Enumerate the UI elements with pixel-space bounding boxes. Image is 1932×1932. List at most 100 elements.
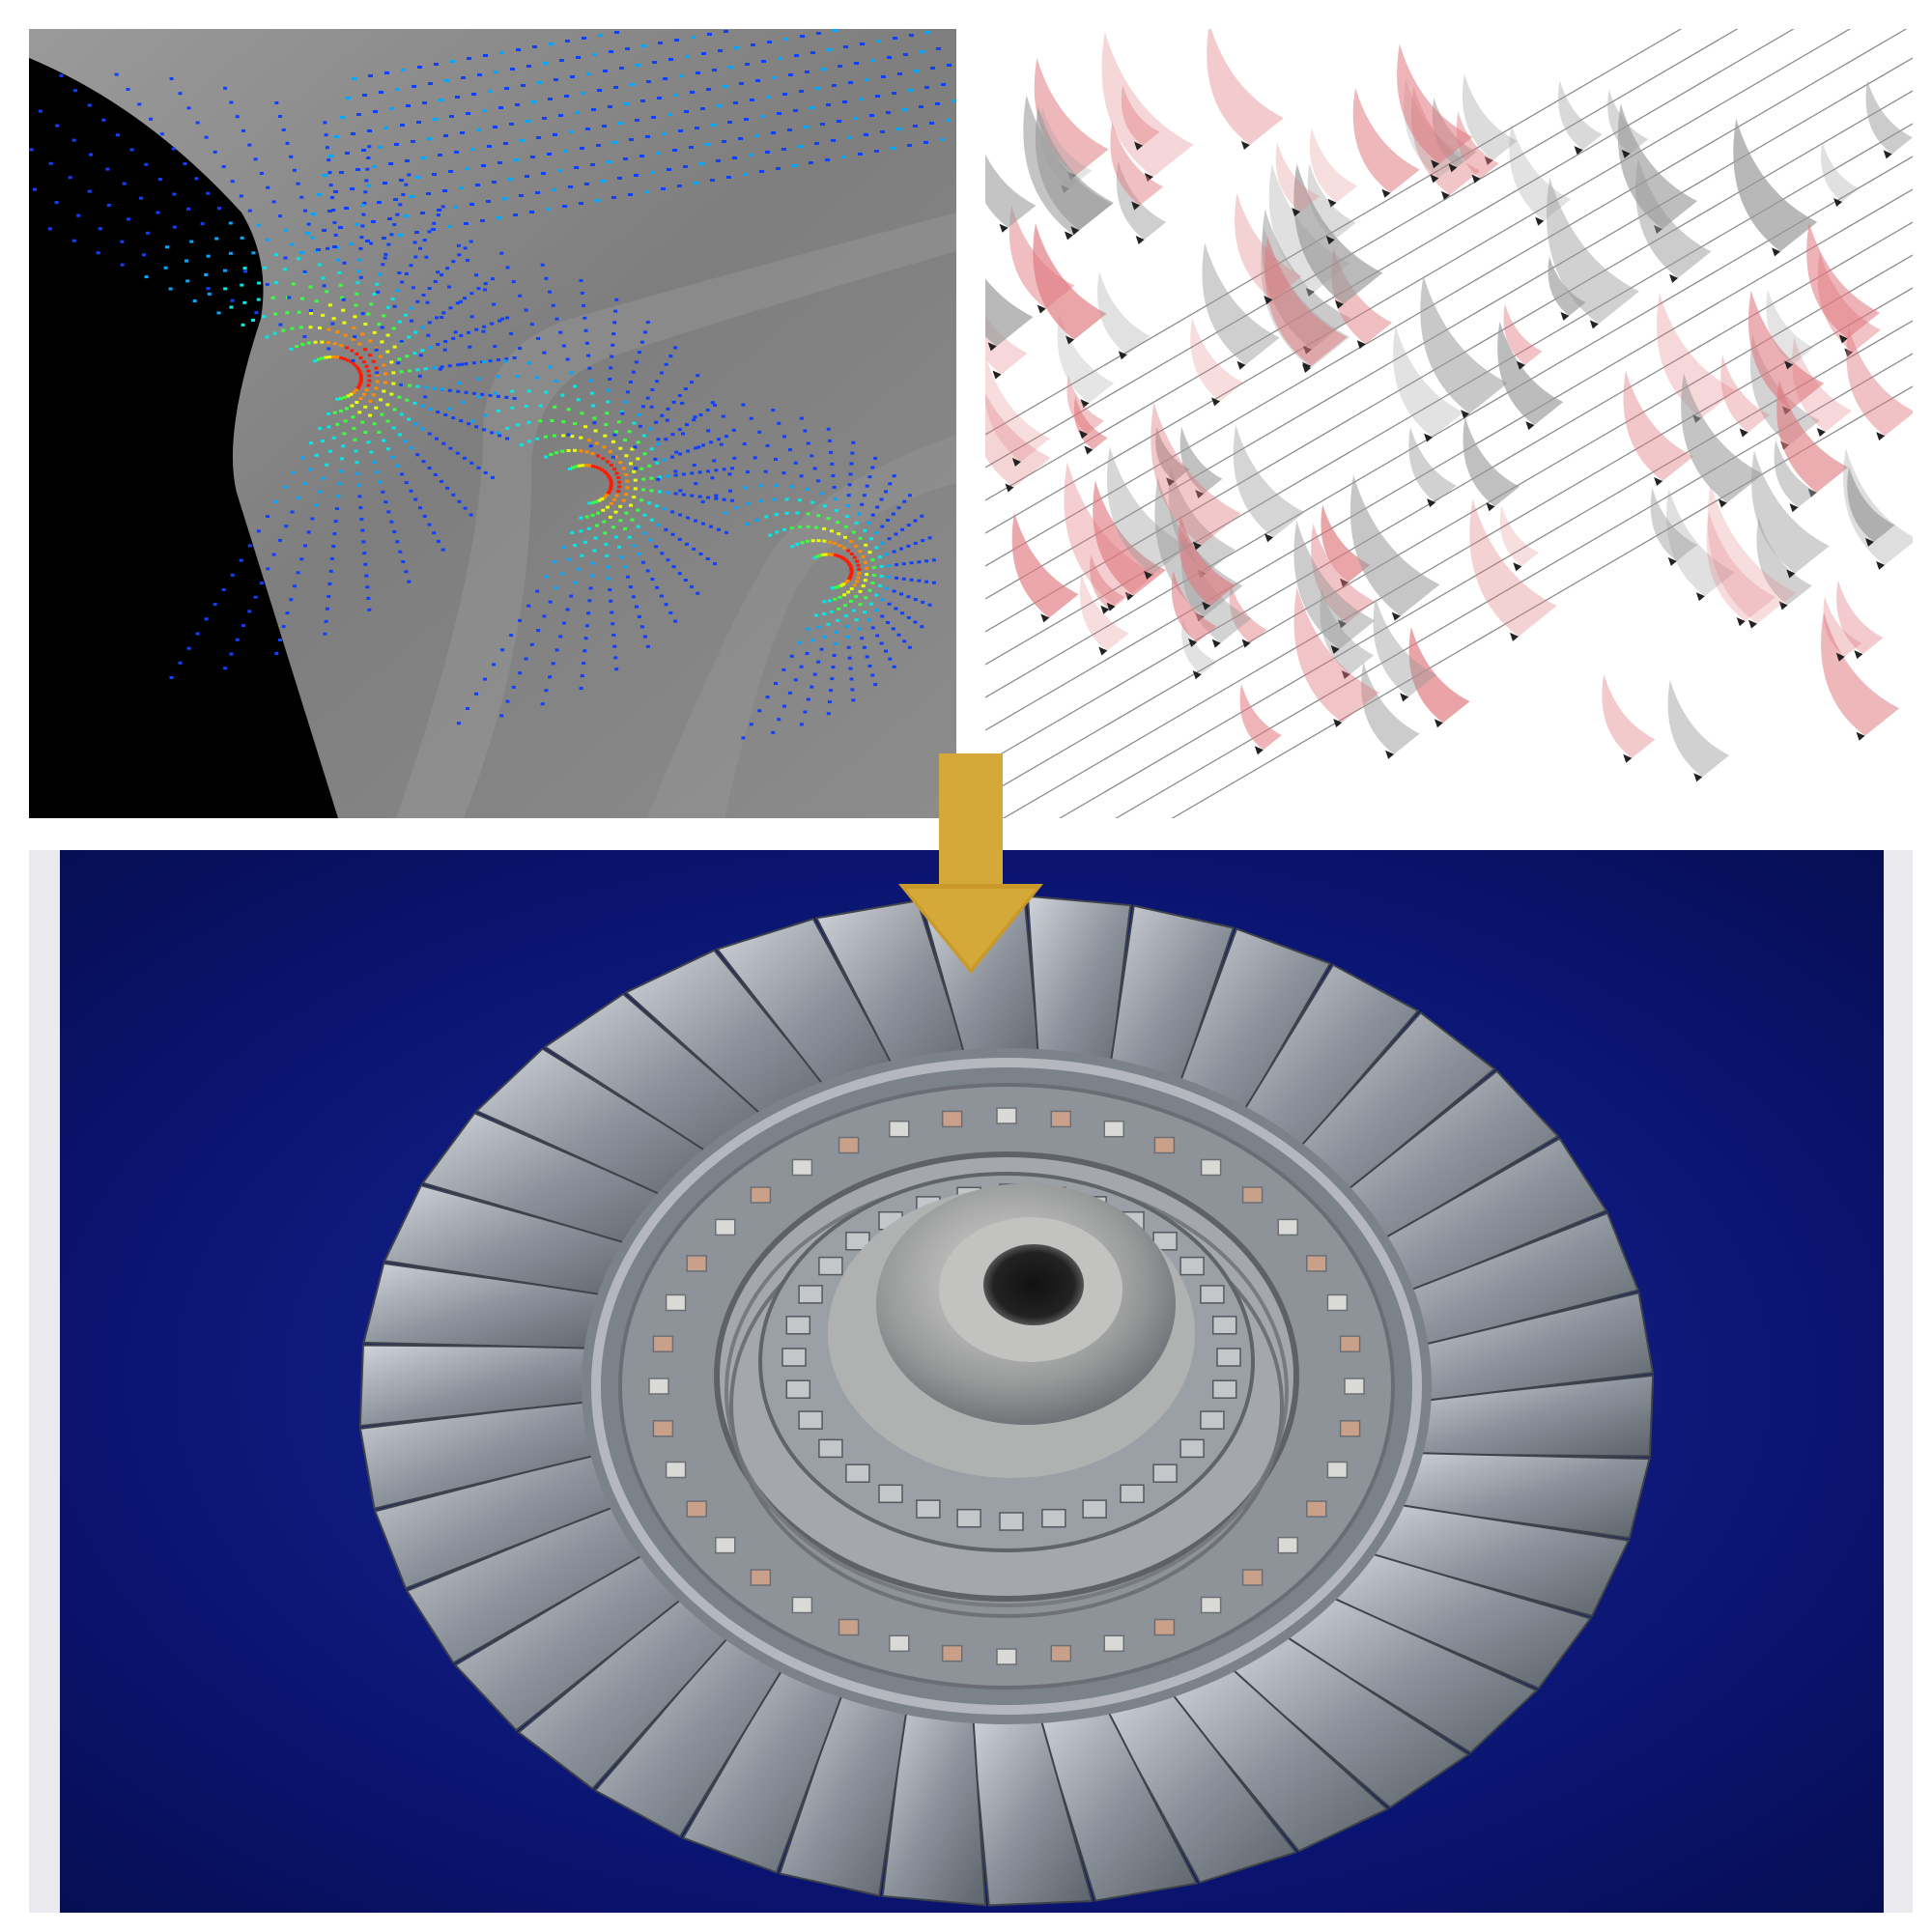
vector-arrowhead (1786, 569, 1796, 579)
vector-dot (630, 83, 635, 86)
vector-dot (674, 450, 679, 454)
vector-dot (455, 451, 460, 455)
vector-arrowhead (1334, 299, 1344, 309)
vector-dot (324, 355, 328, 359)
vector-dot (457, 253, 462, 257)
vector-dot (827, 553, 832, 556)
vector-dot (639, 340, 644, 344)
vector-dot (493, 391, 497, 395)
vector-dot (512, 356, 517, 359)
vector-dot (830, 677, 835, 681)
vector-arrowhead (1098, 646, 1108, 656)
cooling-slot (715, 1218, 736, 1236)
vector-dot (900, 611, 905, 615)
vector-dot (385, 419, 390, 423)
cfd-vector-dots (29, 29, 956, 740)
vector-dot (677, 185, 682, 187)
vector-arrowhead (1341, 669, 1350, 679)
vector-dot (826, 427, 831, 431)
vector-dot (395, 289, 400, 293)
vector-dot (345, 407, 349, 411)
vector-dot (806, 512, 810, 516)
vector-dot (503, 142, 508, 145)
vector-dot (397, 433, 402, 437)
vector-arrowhead (1037, 304, 1046, 314)
vector-ribbon (1264, 236, 1348, 366)
vector-arrowhead (1011, 457, 1021, 467)
vector-dot (400, 280, 405, 284)
vector-dot (476, 466, 481, 469)
vector-dot (372, 460, 377, 464)
vector-dot (358, 355, 363, 359)
vector-dot (586, 72, 591, 75)
vector-dot (798, 498, 803, 502)
vector-arrowhead (1574, 146, 1583, 156)
vector-dot (292, 168, 297, 172)
vector-dot (413, 330, 418, 334)
vector-dot (407, 335, 412, 339)
streamline (985, 57, 1913, 600)
cooling-slot (889, 1634, 910, 1653)
vector-dot (447, 364, 452, 368)
inner-tooth (1152, 1463, 1178, 1483)
vector-dot (690, 584, 695, 588)
vector-dot (816, 660, 821, 664)
vector-dot (920, 50, 924, 53)
cooling-slot (1200, 1596, 1222, 1614)
vector-dot (862, 645, 867, 649)
vector-dot (884, 649, 888, 653)
vector-dot (497, 434, 502, 438)
vector-dot (580, 674, 584, 678)
vector-ribbon (1293, 587, 1380, 723)
vector-dot (749, 154, 753, 156)
vector-dot (327, 341, 331, 345)
vector-dot (941, 83, 946, 86)
vector-dot (792, 164, 797, 167)
vector-dot (710, 401, 715, 405)
vector-dot (877, 555, 882, 559)
vector-dot (842, 100, 847, 103)
vector-dot (497, 319, 502, 323)
vector-dot (558, 330, 563, 334)
cooling-slot (665, 1461, 687, 1479)
cooling-slot (1153, 1136, 1176, 1154)
inner-tooth (1200, 1410, 1225, 1430)
vector-dot (217, 207, 221, 211)
vector-dot (285, 311, 290, 315)
vector-arrowhead (1525, 421, 1535, 431)
vector-dot (392, 530, 397, 533)
vector-dot (685, 55, 690, 58)
vector-dot (390, 456, 395, 459)
vector-dot (771, 730, 776, 734)
vector-dot (283, 256, 288, 260)
vector-dot (492, 181, 497, 184)
vector-dot (632, 496, 637, 499)
vector-dot (471, 93, 476, 96)
vector-dot (590, 163, 595, 166)
vector-dot (504, 395, 509, 399)
vector-arrowhead (1400, 693, 1409, 702)
vector-arrowhead (1325, 236, 1335, 245)
vector-dot (390, 298, 395, 300)
vector-dot (814, 142, 819, 145)
vector-dot (71, 138, 76, 142)
vector-dot (334, 507, 339, 511)
vector-dot (339, 397, 343, 400)
vector-dot (745, 523, 750, 526)
vector-dot (505, 437, 509, 440)
vector-dot (299, 195, 304, 199)
vector-dot (886, 111, 891, 114)
vector-dot (637, 553, 641, 555)
vector-dot (87, 189, 92, 193)
vector-dot (355, 292, 359, 296)
vector-dot (913, 519, 918, 523)
vector-dot (156, 211, 160, 214)
vector-dot (612, 433, 617, 437)
vector-dot (573, 422, 577, 425)
streamline (985, 156, 1913, 698)
vector-dot (445, 486, 450, 490)
vector-dot (606, 474, 611, 478)
vector-dot (851, 609, 856, 612)
vector-dot (869, 114, 874, 117)
vector-dot (571, 466, 575, 469)
